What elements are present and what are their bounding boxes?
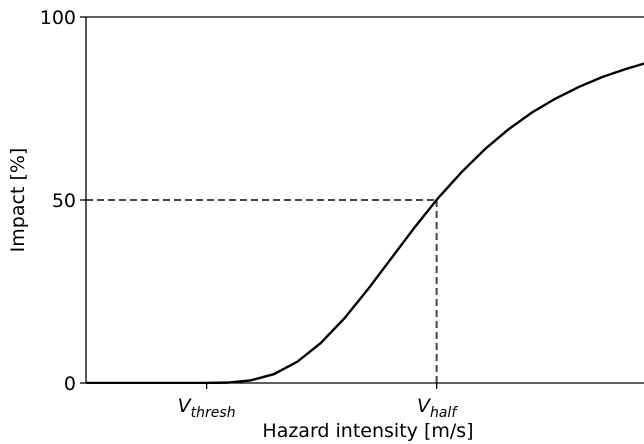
- x-tick-label-main: V: [178, 395, 193, 417]
- data-line: [86, 62, 644, 384]
- x-tick-label: Vthresh: [178, 395, 236, 421]
- y-axis-label: Impact [%]: [7, 148, 29, 253]
- x-axis-label: Hazard intensity [m/s]: [262, 420, 473, 442]
- y-tick-label: 0: [64, 373, 76, 395]
- x-tick-label-subscript: half: [430, 405, 458, 421]
- x-tick-label-main: V: [417, 395, 432, 417]
- y-tick-label: 100: [40, 7, 76, 29]
- y-tick-label: 50: [52, 190, 76, 212]
- x-tick-label: Vhalf: [417, 395, 458, 421]
- x-tick-label-subscript: thresh: [191, 405, 236, 421]
